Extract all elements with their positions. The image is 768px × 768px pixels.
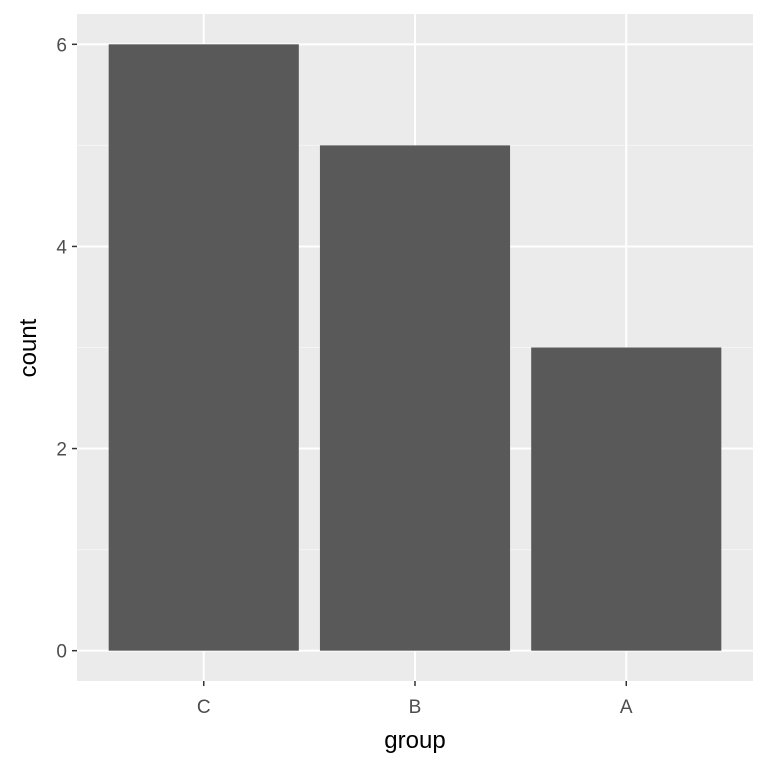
- y-axis-ticks: 0 2 4 6: [56, 35, 77, 663]
- x-tick-label: C: [197, 697, 211, 718]
- x-axis-title: group: [384, 727, 445, 754]
- y-tick-label: 4: [56, 237, 67, 258]
- y-tick-label: 6: [56, 35, 67, 56]
- bar: [108, 44, 299, 651]
- y-axis-title: count: [15, 318, 42, 377]
- bar: [531, 347, 722, 651]
- x-tick-label: B: [409, 697, 422, 718]
- y-tick-label: 0: [56, 642, 67, 663]
- bars: [108, 44, 722, 651]
- bar: [319, 145, 511, 651]
- x-tick-label: A: [620, 697, 633, 718]
- y-tick-label: 2: [56, 440, 67, 461]
